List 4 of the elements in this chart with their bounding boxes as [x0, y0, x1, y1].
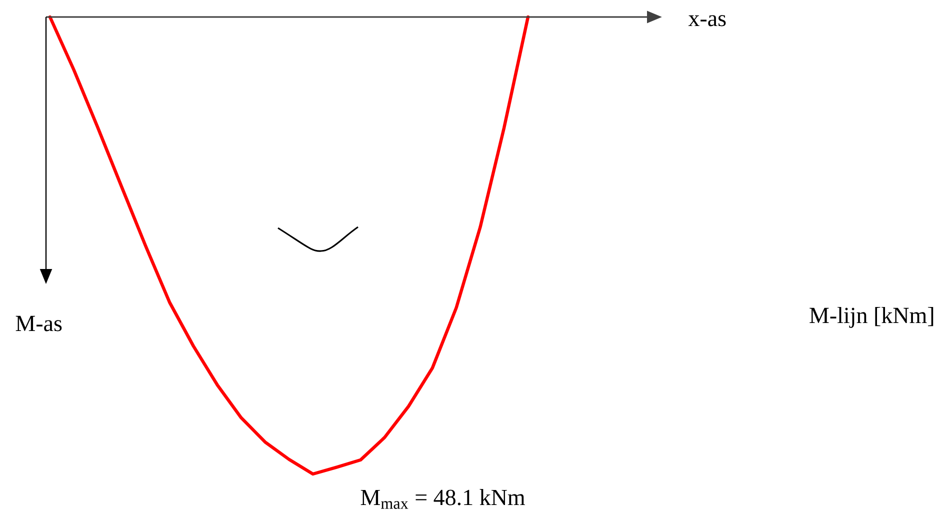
text: M-lijn [kNm] [810, 307, 934, 328]
text: M$_{max}$ = 48.1 kNm [360, 489, 525, 509]
text: x-as [688, 15, 726, 26]
y-axis-title: M-as [16, 316, 62, 332]
